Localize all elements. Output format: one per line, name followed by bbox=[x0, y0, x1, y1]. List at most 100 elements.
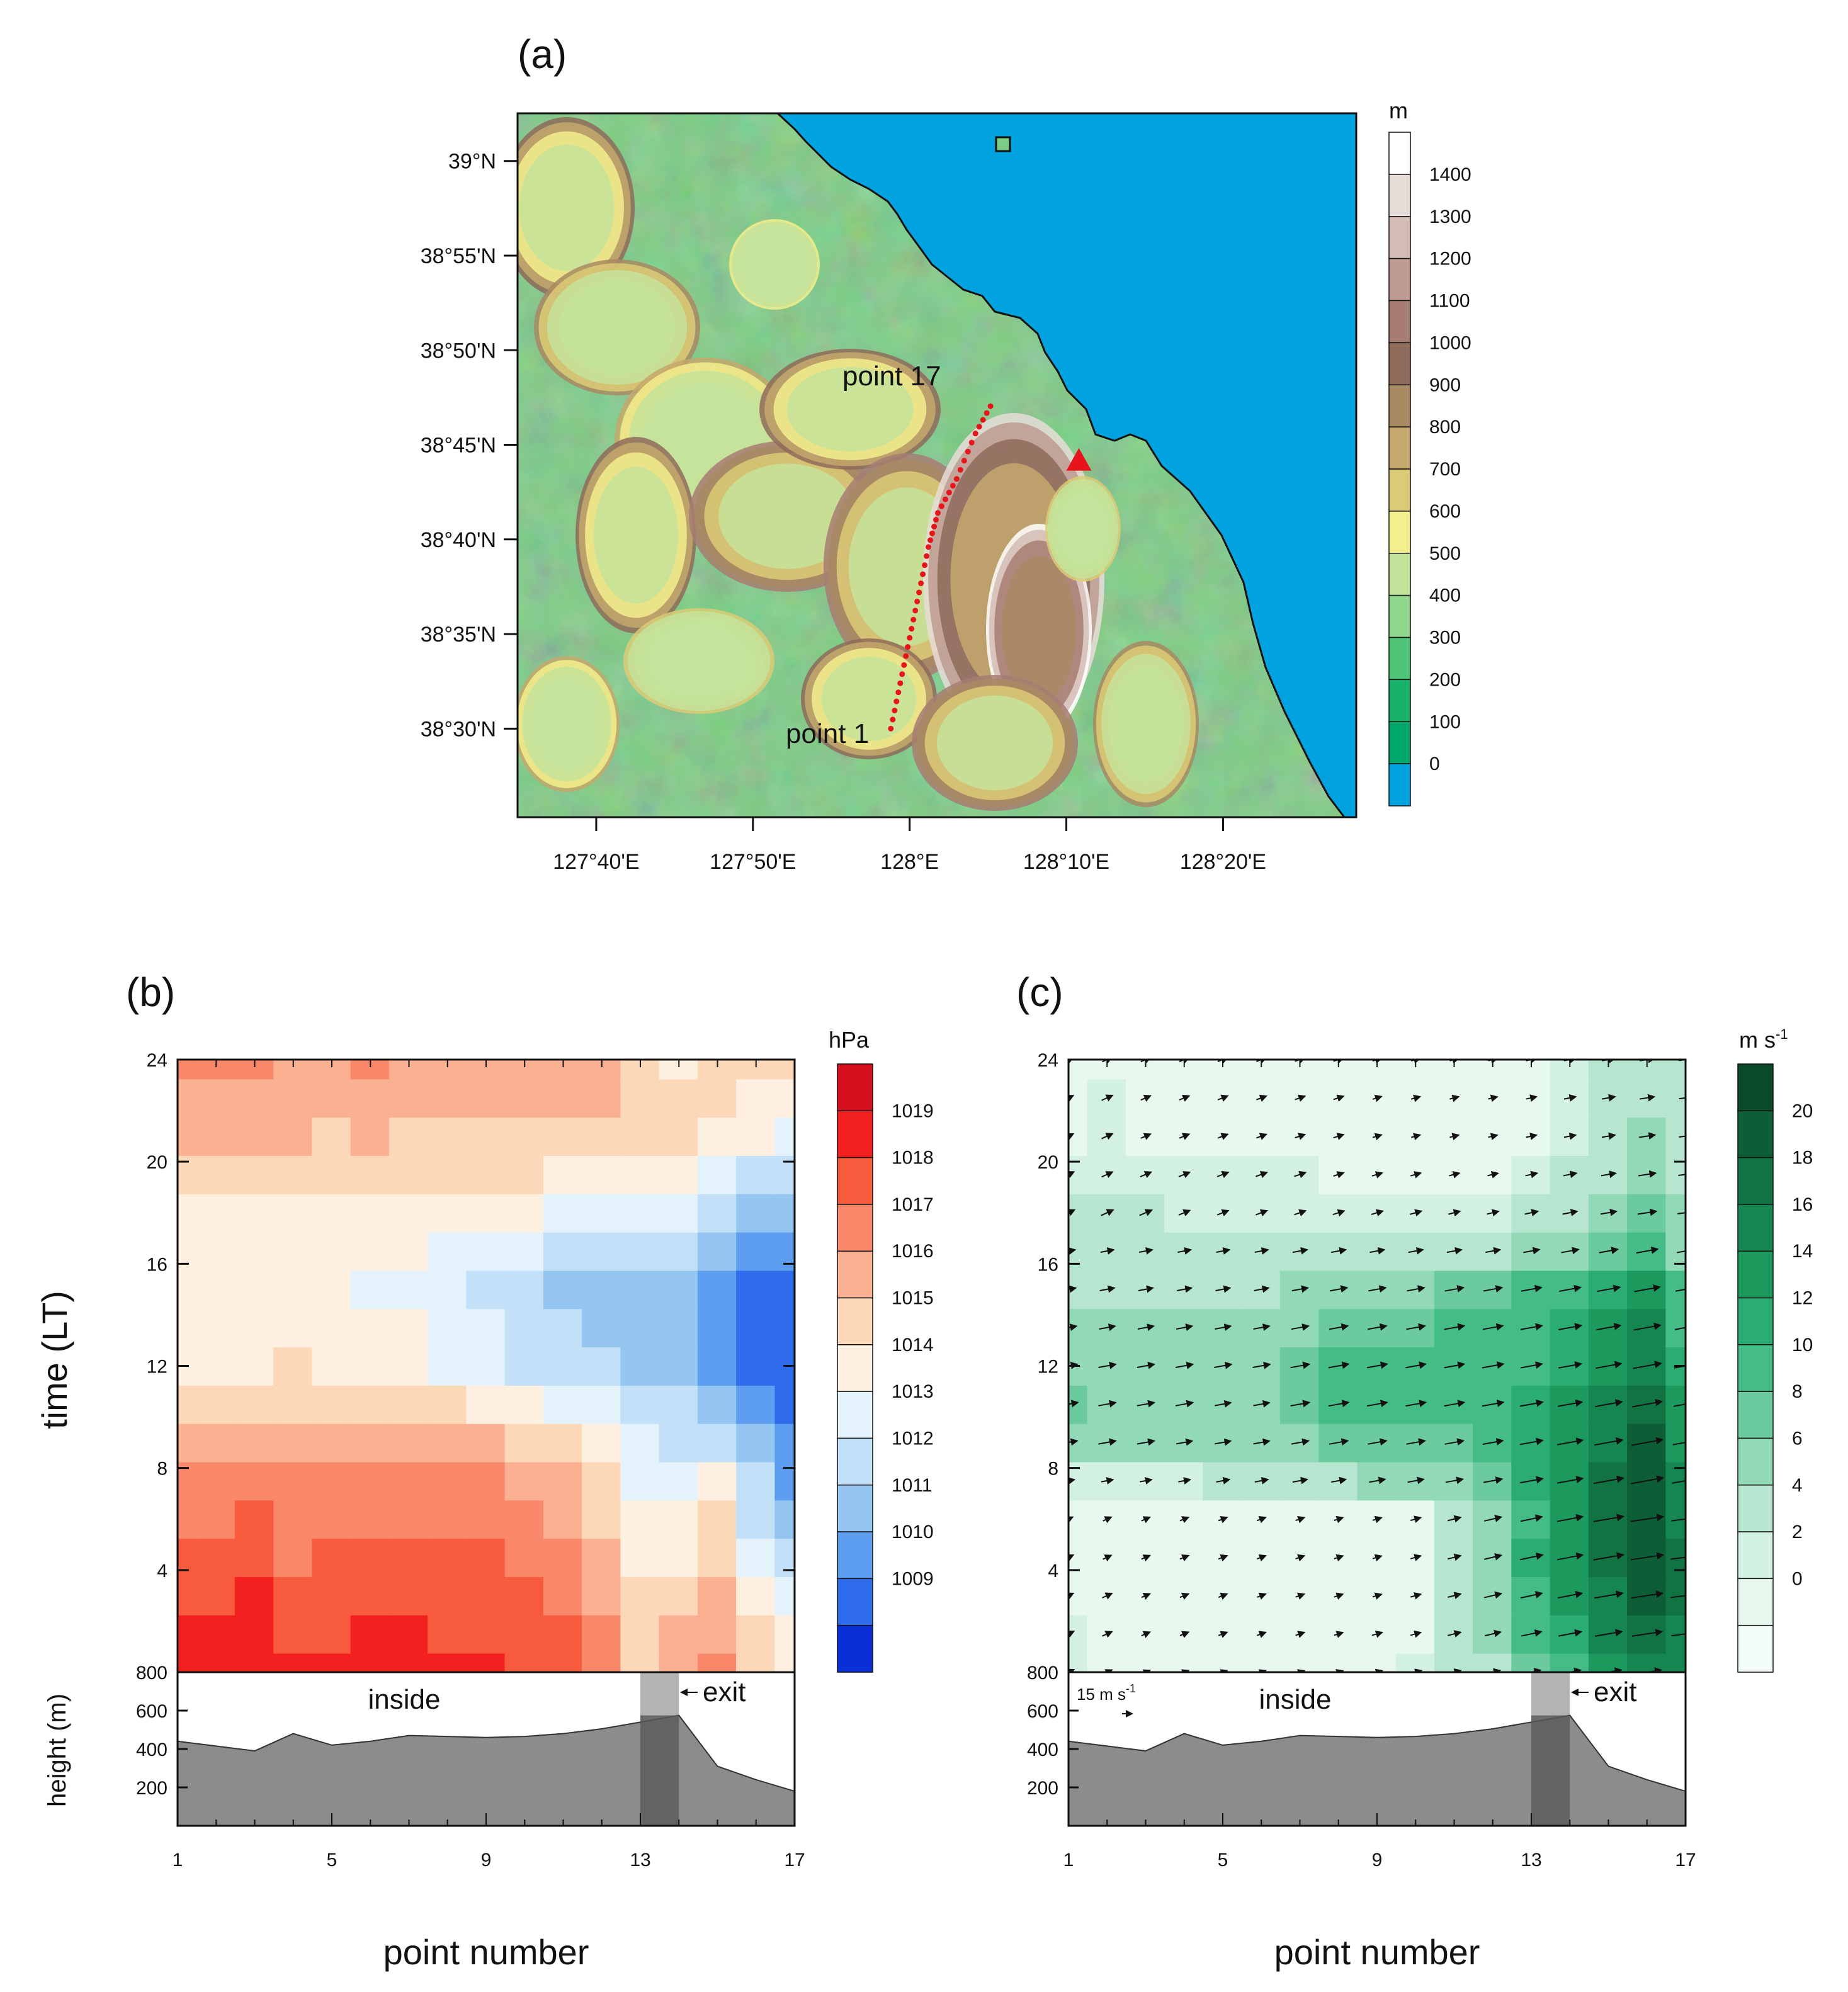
transect-dot bbox=[922, 562, 928, 569]
wind-vector bbox=[1448, 1209, 1461, 1217]
map-sea bbox=[776, 113, 1356, 817]
wind-vector bbox=[1215, 1438, 1232, 1446]
field-cell bbox=[582, 1537, 622, 1577]
wind-vector bbox=[1069, 1133, 1075, 1140]
map-x-tick-label: 127°50'E bbox=[710, 850, 796, 874]
wind-vector bbox=[1295, 1094, 1307, 1102]
field-cell bbox=[774, 1384, 795, 1424]
field-cell bbox=[234, 1192, 275, 1233]
field-cell bbox=[178, 1269, 198, 1310]
wind-vector bbox=[1372, 1554, 1383, 1562]
wind-vector bbox=[1488, 1094, 1499, 1102]
field-cell bbox=[774, 1422, 795, 1463]
wind-vector bbox=[1375, 1668, 1383, 1672]
wind-vector bbox=[1215, 1285, 1232, 1293]
field-cell bbox=[273, 1346, 314, 1386]
wind-vector bbox=[1677, 1212, 1686, 1214]
field-cell bbox=[196, 1231, 236, 1271]
field-cell bbox=[234, 1078, 275, 1118]
wind-vector bbox=[1368, 1323, 1388, 1331]
wind-vector bbox=[1329, 1323, 1349, 1331]
colorbar-swatch bbox=[837, 1204, 873, 1252]
field-cell bbox=[466, 1575, 506, 1616]
wind-vector bbox=[1558, 1590, 1584, 1599]
field-cell bbox=[697, 1116, 738, 1157]
colorbar-label: 1013 bbox=[892, 1381, 934, 1402]
colorbar-swatch bbox=[837, 1578, 873, 1626]
colorbar-label: 14 bbox=[1792, 1241, 1813, 1262]
field-cell bbox=[350, 1422, 390, 1463]
wind-vector bbox=[1069, 1592, 1075, 1600]
wind-vector bbox=[1679, 1094, 1686, 1102]
wind-vector bbox=[1409, 1209, 1423, 1217]
colorbar-swatch bbox=[1388, 300, 1411, 344]
x-tick-label: 1 bbox=[1063, 1850, 1074, 1870]
colorbar-swatch bbox=[1737, 1157, 1774, 1205]
colorbar-swatch bbox=[837, 1157, 873, 1205]
wind-vector bbox=[1179, 1133, 1191, 1140]
transect-dot bbox=[903, 653, 909, 659]
field-cell bbox=[178, 1614, 198, 1654]
field-cell bbox=[582, 1078, 622, 1118]
terrain-y-label: 600 bbox=[1027, 1701, 1058, 1722]
field-cell bbox=[428, 1575, 468, 1616]
field-cell bbox=[178, 1192, 198, 1233]
wind-vector bbox=[1372, 1592, 1383, 1600]
wind-vector bbox=[1179, 1060, 1191, 1064]
field-cell bbox=[504, 1499, 545, 1539]
wind-vector bbox=[1292, 1476, 1308, 1485]
wind-vector bbox=[1295, 1133, 1307, 1140]
map-y-tick-label: 38°50'N bbox=[421, 339, 496, 363]
wind-vector bbox=[1447, 1515, 1462, 1523]
colorbar-label: 1000 bbox=[1429, 332, 1471, 353]
field-cell bbox=[736, 1308, 776, 1348]
transect-dot bbox=[916, 589, 922, 596]
field-cell bbox=[388, 1461, 429, 1501]
wind-vector bbox=[1675, 1288, 1686, 1292]
colorbar-swatch bbox=[1737, 1110, 1774, 1158]
field-cell bbox=[234, 1269, 275, 1310]
field-cell bbox=[178, 1384, 198, 1424]
wind-vector bbox=[1678, 1174, 1686, 1176]
field-cell bbox=[178, 1060, 198, 1080]
b-y-axis-title: time (LT) bbox=[35, 1291, 74, 1429]
wind-vector bbox=[1333, 1060, 1345, 1064]
field-cell bbox=[312, 1575, 352, 1616]
transect-dot bbox=[909, 626, 915, 632]
wind-vector bbox=[1175, 1400, 1194, 1408]
wind-vector bbox=[1178, 1477, 1192, 1485]
field-cell bbox=[388, 1499, 429, 1539]
relief-contour-1-3 bbox=[558, 280, 676, 375]
map-y-tick-label: 39°N bbox=[448, 150, 496, 174]
transect-dot bbox=[950, 482, 956, 489]
transect-dot bbox=[888, 725, 894, 732]
wind-vector bbox=[1257, 1592, 1267, 1600]
field-cell bbox=[388, 1384, 429, 1424]
wind-vector bbox=[1405, 1361, 1427, 1369]
wind-vector bbox=[1137, 1438, 1156, 1446]
transect-dot bbox=[893, 698, 900, 705]
wind-vector bbox=[1447, 1592, 1462, 1600]
relief-contour-15-3 bbox=[1057, 492, 1109, 566]
wind-vector bbox=[1295, 1515, 1306, 1524]
wind-vector bbox=[1329, 1285, 1349, 1293]
field-cell bbox=[350, 1652, 390, 1672]
field-cell bbox=[582, 1422, 622, 1463]
exit-label: exit bbox=[703, 1677, 745, 1707]
relief-contour-0-3 bbox=[519, 144, 615, 271]
field-cell bbox=[543, 1231, 584, 1271]
field-cell bbox=[312, 1461, 352, 1501]
transect-dot bbox=[907, 635, 913, 641]
wind-vector bbox=[1561, 1247, 1580, 1255]
terrain-y-label: 400 bbox=[1027, 1740, 1058, 1760]
wind-vector bbox=[1410, 1554, 1422, 1561]
field-cell bbox=[273, 1614, 314, 1654]
field-cell bbox=[273, 1192, 314, 1233]
field-cell bbox=[234, 1308, 275, 1348]
field-cell bbox=[659, 1116, 699, 1157]
wind-vector bbox=[1297, 1669, 1306, 1672]
field-cell bbox=[543, 1155, 584, 1194]
wind-vector bbox=[1556, 1552, 1584, 1561]
field-cell bbox=[543, 1078, 584, 1118]
wind-vector bbox=[1410, 1630, 1422, 1638]
